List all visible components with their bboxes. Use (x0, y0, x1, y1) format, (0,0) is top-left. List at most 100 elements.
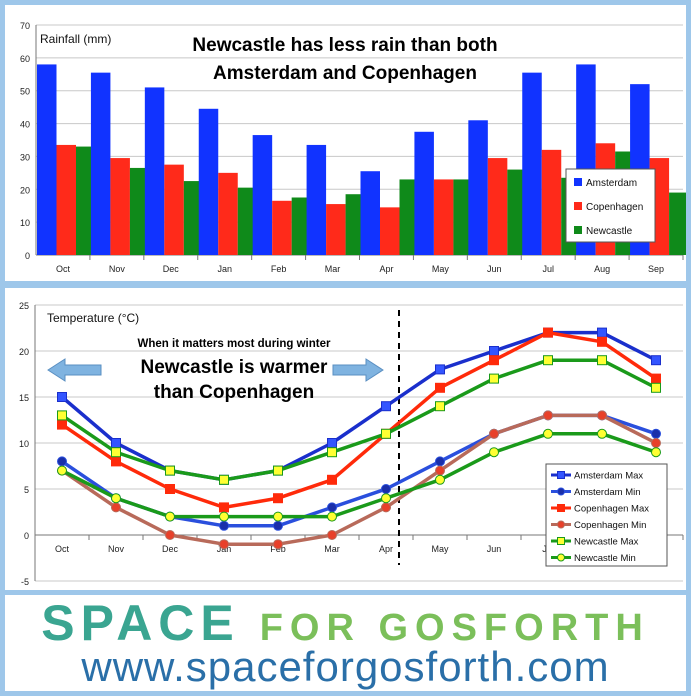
temp-line-copenhagen-min (61, 413, 657, 546)
temp-legend-label-amsterdam-max: Amsterdam Max (574, 471, 643, 482)
rain-x-tick-label: Jan (217, 264, 232, 274)
temp-point-amsterdam-max (57, 392, 67, 402)
temp-point-amsterdam-min (57, 456, 67, 467)
temp-point-copenhagen-max (111, 456, 121, 467)
temp-point-copenhagen-max (327, 474, 337, 485)
temp-y-tick-label: 15 (19, 393, 29, 403)
rain-x-tick-label: Nov (109, 264, 126, 274)
rain-legend: Amsterdam Copenhagen Newcastle (565, 168, 656, 243)
rain-y-tick-label: 60 (20, 54, 30, 64)
temp-point-newcastle-max (381, 428, 391, 439)
rain-bar-copenhagen-oct (56, 144, 76, 255)
temp-point-newcastle-min (489, 447, 499, 458)
rain-y-tick-label: 70 (20, 21, 30, 31)
temp-point-newcastle-max (165, 465, 175, 476)
temp-point-amsterdam-max (435, 364, 445, 375)
temp-point-copenhagen-min (381, 502, 391, 513)
temperature-chart: -50510152025OctNovDecJanFebMarAprMayJunJ… (19, 301, 684, 587)
rain-x-tick-label: Aug (594, 264, 610, 274)
temp-line-newcastle-max (61, 358, 657, 482)
temp-y-tick-label: 0 (24, 531, 29, 541)
rain-bar-copenhagen-feb (272, 200, 292, 255)
rain-y-axis-label: Rainfall (mm) (40, 32, 111, 46)
temp-point-amsterdam-min (651, 428, 661, 439)
temp-line-newcastle-min (61, 432, 657, 519)
rain-y-tick-label: 10 (20, 218, 30, 228)
rain-bar-newcastle-mar (345, 194, 366, 255)
temp-point-amsterdam-max (381, 401, 391, 412)
temp-point-amsterdam-max (327, 438, 337, 448)
temp-point-newcastle-min (381, 493, 391, 504)
temp-point-newcastle-max (57, 410, 67, 421)
rain-legend-swatch-copenhagen (574, 202, 582, 210)
rain-x-tick-label: Mar (325, 264, 341, 274)
temp-annotation-small: When it matters most during winter (138, 338, 331, 350)
brand-banner: SPACE FOR GOSFORTH www.spaceforgosforth.… (5, 595, 686, 691)
brand-word-for-gosforth: FOR GOSFORTH (259, 607, 650, 649)
rain-bar-copenhagen-jun (487, 158, 508, 255)
rain-bar-newcastle-jun (507, 169, 527, 255)
temp-y-tick-label: 20 (19, 347, 29, 357)
temp-point-copenhagen-max (489, 355, 499, 366)
temp-point-newcastle-max (597, 355, 607, 366)
temp-legend-label-amsterdam-min: Amsterdam Min (574, 487, 641, 498)
temp-y-tick-label: -5 (21, 577, 29, 587)
temp-x-tick-label: Mar (324, 544, 340, 554)
rain-bar-newcastle-oct (76, 146, 96, 255)
temp-x-tick-label: Dec (162, 544, 179, 554)
rain-bar-amsterdam-dec (144, 87, 165, 255)
temp-point-amsterdam-max (651, 355, 661, 366)
temp-point-copenhagen-max (651, 373, 661, 384)
rain-bar-copenhagen-apr (380, 207, 400, 255)
rain-bar-amsterdam-jul (522, 72, 542, 256)
temp-y-tick-label: 10 (19, 439, 29, 449)
temp-point-copenhagen-min (489, 428, 499, 439)
temp-point-copenhagen-min (543, 410, 553, 421)
temp-point-copenhagen-max (543, 327, 553, 338)
rain-bar-amsterdam-oct (37, 64, 57, 255)
rain-title-line-1: Newcastle has less rain than both (192, 35, 497, 56)
rain-x-tick-label: May (432, 264, 450, 274)
rain-bar-amsterdam-jan (198, 108, 219, 256)
rain-legend-label-copenhagen: Copenhagen (586, 202, 643, 213)
temp-point-newcastle-min (57, 465, 67, 476)
temp-point-newcastle-max (651, 382, 661, 393)
temp-point-amsterdam-min (327, 502, 337, 513)
temp-point-newcastle-max (489, 373, 499, 384)
temp-x-tick-label: Oct (55, 544, 70, 554)
temp-legend-label-copenhagen-min: Copenhagen Min (574, 520, 646, 531)
temp-point-amsterdam-min (219, 520, 229, 531)
temp-point-newcastle-max (273, 465, 283, 476)
rain-bar-copenhagen-nov (110, 158, 130, 255)
temp-legend: Amsterdam Max Amsterdam Min Copenhagen Max… (545, 463, 668, 567)
rain-title-line-2: Amsterdam and Copenhagen (213, 63, 477, 84)
rain-x-tick-label: Feb (271, 264, 287, 274)
temp-point-newcastle-max (111, 447, 121, 458)
temp-point-amsterdam-min (273, 520, 283, 531)
temperature-chart-panel: -50510152025OctNovDecJanFebMarAprMayJunJ… (5, 288, 686, 590)
temp-point-newcastle-min (327, 511, 337, 522)
brand-word-space: SPACE (41, 595, 240, 651)
temp-y-tick-label: 25 (19, 301, 29, 311)
temp-point-newcastle-min (219, 511, 229, 522)
rain-bar-amsterdam-nov (90, 72, 111, 256)
rain-bar-newcastle-dec (183, 181, 204, 255)
rain-bar-newcastle-apr (399, 179, 419, 255)
rain-bar-amsterdam-feb (252, 135, 273, 255)
temp-point-newcastle-max (219, 474, 229, 485)
rain-bar-newcastle-may (453, 179, 473, 255)
temp-legend-marker-copenhagen-min (557, 520, 565, 529)
rain-bar-amsterdam-apr (360, 171, 380, 255)
temp-annotation-line-1: Newcastle is warmer (141, 357, 329, 378)
brand-url[interactable]: www.spaceforgosforth.com (81, 643, 610, 690)
rain-bar-amsterdam-mar (306, 144, 327, 255)
rain-y-tick-label: 50 (20, 87, 30, 97)
temp-point-newcastle-min (597, 428, 607, 439)
temp-point-copenhagen-min (651, 438, 661, 448)
left-arrow-icon (47, 358, 102, 382)
temp-point-newcastle-max (543, 355, 553, 366)
rain-legend-label-newcastle: Newcastle (586, 226, 633, 237)
temp-point-copenhagen-min (327, 530, 337, 540)
rain-x-tick-label: Oct (56, 264, 71, 274)
rain-legend-swatch-newcastle (574, 226, 582, 234)
